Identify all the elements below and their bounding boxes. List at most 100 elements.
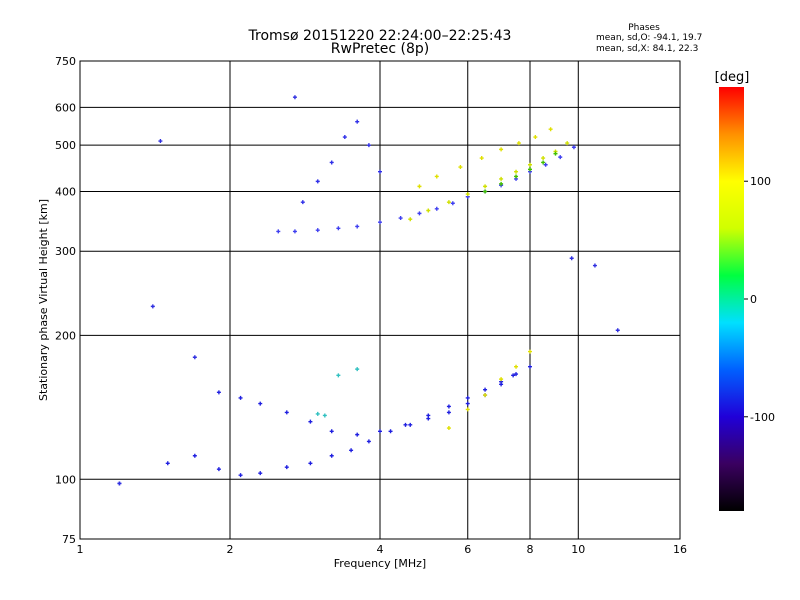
phase-stats-x: mean, sd,X: 84.1, 22.3 xyxy=(596,44,698,54)
data-point xyxy=(355,224,360,229)
data-point xyxy=(398,216,403,221)
data-point xyxy=(284,465,289,470)
data-point xyxy=(541,156,546,161)
data-point xyxy=(434,206,439,211)
data-point xyxy=(192,355,197,360)
data-point xyxy=(465,192,470,197)
y-tick-labels: 75 100 200 300 400 500 600 750 xyxy=(55,55,76,546)
data-point xyxy=(342,135,347,140)
data-point xyxy=(403,422,408,427)
data-point xyxy=(150,304,155,309)
data-point xyxy=(426,208,431,213)
data-point xyxy=(308,461,313,466)
data-point xyxy=(378,220,382,225)
data-point xyxy=(528,162,532,167)
data-point xyxy=(569,256,574,261)
x-tick-label: 8 xyxy=(527,543,534,556)
data-point xyxy=(514,372,519,377)
phase-stats-heading: Phases xyxy=(628,23,660,33)
data-point xyxy=(366,143,371,148)
data-point xyxy=(514,364,519,369)
data-point xyxy=(258,471,263,476)
data-point xyxy=(408,422,413,427)
data-point xyxy=(378,429,382,434)
x-tick-label: 6 xyxy=(464,543,471,556)
data-point xyxy=(292,95,297,100)
data-point xyxy=(276,229,281,234)
data-point xyxy=(292,229,297,234)
data-point xyxy=(450,201,455,206)
data-point xyxy=(117,481,122,486)
data-point xyxy=(355,119,360,124)
data-point xyxy=(483,189,488,194)
phase-stats: Phases mean, sd,O: -94.1, 19.7 mean, sd,… xyxy=(596,23,702,54)
x-tick-label: 4 xyxy=(377,543,384,556)
grid-lines xyxy=(80,61,680,539)
data-point xyxy=(216,390,221,395)
data-point xyxy=(499,377,504,382)
data-point xyxy=(528,364,532,369)
data-point xyxy=(446,410,451,415)
phase-stats-o: mean, sd,O: -94.1, 19.7 xyxy=(596,33,702,43)
data-point xyxy=(446,200,451,205)
data-point xyxy=(499,176,504,181)
data-point xyxy=(378,169,382,174)
data-point xyxy=(315,228,320,233)
y-tick-label: 500 xyxy=(55,139,76,152)
data-point xyxy=(446,426,451,431)
plot-area: 1 2 4 6 8 10 16 75 100 200 300 400 500 600 750 xyxy=(55,55,687,556)
y-tick-label: 400 xyxy=(55,185,76,198)
data-point xyxy=(336,226,341,231)
data-point xyxy=(417,184,422,189)
x-tick-label: 1 xyxy=(77,543,84,556)
data-point xyxy=(426,413,431,418)
data-point xyxy=(479,156,484,161)
data-point xyxy=(592,263,597,268)
data-point xyxy=(548,127,553,132)
data-point xyxy=(355,432,360,437)
colorbar-tick-label: -100 xyxy=(750,411,775,424)
data-point xyxy=(483,393,488,398)
data-point xyxy=(615,328,620,333)
data-point xyxy=(446,404,451,409)
data-point xyxy=(329,453,334,458)
data-point xyxy=(329,160,334,165)
data-point xyxy=(514,169,519,174)
chart-title: Tromsø 20151220 22:24:00–22:25:43 xyxy=(248,28,512,44)
y-tick-label: 200 xyxy=(55,329,76,342)
data-point xyxy=(528,167,532,172)
data-point xyxy=(336,373,341,378)
x-tick-labels: 1 2 4 6 8 10 16 xyxy=(77,543,688,556)
data-point xyxy=(300,200,305,205)
data-points xyxy=(117,95,620,486)
data-point xyxy=(408,217,413,222)
y-axis-label: Stationary phase Virtual Height [km] xyxy=(37,199,50,401)
data-point xyxy=(238,473,243,478)
data-point xyxy=(192,453,197,458)
data-point xyxy=(284,410,289,415)
colorbar-tick-label: 100 xyxy=(750,175,771,188)
data-point xyxy=(329,429,334,434)
data-point xyxy=(388,429,393,434)
data-point xyxy=(315,411,320,416)
data-point xyxy=(465,407,470,412)
y-tick-label: 75 xyxy=(62,533,76,546)
data-point xyxy=(465,395,470,400)
x-tick-label: 2 xyxy=(227,543,234,556)
data-point xyxy=(158,139,163,144)
colorbar-label: [deg] xyxy=(715,70,750,85)
data-point xyxy=(322,413,327,418)
colorbar: [deg] 100 0 -100 xyxy=(715,70,775,511)
data-point xyxy=(516,141,521,146)
data-point xyxy=(499,147,504,152)
x-tick-label: 16 xyxy=(673,543,687,556)
data-point xyxy=(528,349,532,354)
data-point xyxy=(366,439,371,444)
data-point xyxy=(553,151,558,156)
data-point xyxy=(543,162,548,167)
data-point xyxy=(355,367,360,372)
chart-subtitle: RwPretec (8p) xyxy=(331,41,429,57)
data-point xyxy=(349,448,354,453)
data-point xyxy=(238,395,243,400)
